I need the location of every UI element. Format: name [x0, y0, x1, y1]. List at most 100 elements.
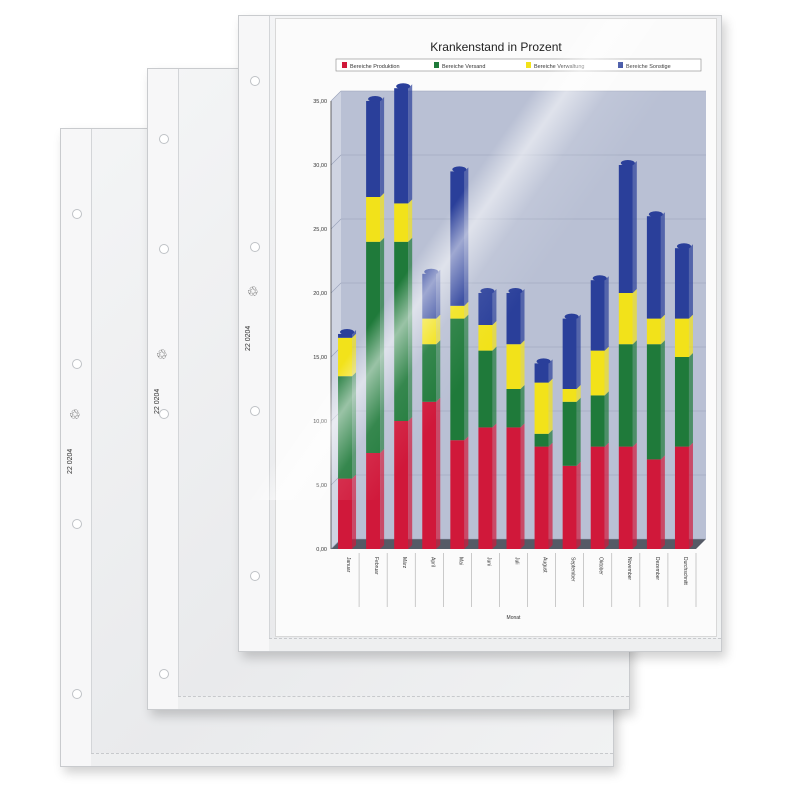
bar-segment [366, 197, 381, 242]
bar-segment [646, 344, 661, 460]
y-tick-label: 35,00 [313, 99, 327, 105]
bar-segment [422, 318, 437, 345]
bar-segment [674, 357, 689, 447]
legend-label: Bereiche Produktion [350, 64, 400, 70]
bar-segment-side [688, 353, 693, 447]
bar-segment-side [576, 461, 581, 549]
bar-top [676, 243, 691, 250]
bar-segment-side [436, 314, 441, 345]
bar-segment [338, 478, 353, 549]
sleeve-marking: 22 0204 [154, 388, 161, 414]
bar-segment [394, 241, 409, 421]
bar-top [452, 166, 467, 173]
sleeve-marking: 22 0204 [245, 325, 252, 351]
bar-segment-side [464, 314, 469, 441]
bar-segment [534, 363, 549, 383]
y-tick-label: 20,00 [313, 291, 327, 297]
bar-segment-side [688, 244, 693, 319]
bar-segment [534, 433, 549, 447]
legend-label: Bereiche Sonstige [626, 64, 671, 70]
x-tick-label: August [542, 557, 548, 573]
x-axis-label: Monat [507, 615, 522, 621]
bar-segment-side [632, 340, 637, 447]
bar-segment-side [604, 442, 609, 549]
bar-segment-side [380, 193, 385, 242]
bar-segment-side [604, 391, 609, 447]
bar-segment-side [604, 346, 609, 396]
bar-top [592, 275, 607, 282]
bar-segment-side [380, 449, 385, 549]
bar-segment [422, 344, 437, 402]
bar-segment [618, 344, 633, 447]
bar-segment-side [660, 340, 665, 460]
bar-segment [450, 305, 465, 319]
bar-segment [422, 401, 437, 549]
bar-segment-side [492, 321, 497, 351]
bar-top [620, 160, 635, 166]
bar-segment [534, 382, 549, 434]
bar-segment-side [380, 97, 385, 197]
bar-segment [450, 318, 465, 441]
welded-edge [178, 696, 629, 709]
bar-segment [618, 165, 633, 293]
bar-segment [422, 273, 437, 319]
bar-segment-side [352, 333, 357, 377]
punch-hole [159, 669, 169, 679]
bar-segment-side [660, 455, 665, 549]
sleeve-marking: 22 0204 [67, 448, 74, 474]
x-tick-label: Juli [514, 557, 520, 565]
punch-hole [250, 76, 260, 86]
bar-segment-side [408, 84, 413, 204]
bar-top [508, 288, 523, 294]
bar-segment [646, 216, 661, 319]
bar-segment [394, 203, 409, 242]
bar-segment [450, 171, 465, 306]
recycle-icon: ♲ [156, 347, 168, 362]
punch-hole [159, 409, 169, 419]
bar-segment [674, 248, 689, 319]
bar-segment [506, 389, 521, 428]
punched-strip: ♲ 22 0204 [148, 69, 179, 709]
punch-hole [159, 134, 169, 144]
punch-hole [72, 359, 82, 369]
x-tick-label: November [626, 557, 632, 580]
bar-segment-side [520, 385, 525, 428]
x-tick-label: Juni [485, 557, 491, 566]
bar-segment-side [576, 397, 581, 466]
bar-segment [338, 337, 353, 377]
x-tick-label: April [429, 557, 435, 567]
bar-segment [618, 446, 633, 549]
bar-segment-side [688, 442, 693, 549]
bar-segment [366, 101, 381, 197]
bar-segment-side [632, 442, 637, 549]
bar-segment-side [660, 314, 665, 345]
bar-segment-side [520, 289, 525, 345]
bar-segment-side [464, 436, 469, 549]
x-tick-label: Januar [345, 557, 351, 573]
stacked-bar-chart: Krankenstand in Prozent Bereiche Produkti… [313, 40, 706, 621]
bar-segment-side [352, 474, 357, 549]
bar-segment [562, 389, 577, 402]
bar-top [536, 358, 551, 365]
bar-segment [506, 344, 521, 389]
bar-top [368, 96, 383, 102]
punch-hole [72, 209, 82, 219]
recycle-icon: ♲ [69, 407, 81, 422]
bar-segment-side [408, 199, 413, 242]
legend-swatch [434, 62, 439, 68]
punched-strip: ♲ 22 0204 [239, 16, 270, 651]
legend-swatch [526, 62, 531, 68]
bar-segment-side [464, 167, 469, 306]
bar-segment [506, 427, 521, 549]
bar-segment [478, 293, 493, 325]
bar-segment-side [380, 237, 385, 453]
bar-segment-side [436, 269, 441, 319]
bar-top [648, 211, 663, 218]
y-tick-label: 5,00 [316, 483, 327, 489]
bar-segment [590, 350, 605, 396]
bar-segment [618, 293, 633, 345]
punched-strip: ♲ 22 0204 [61, 129, 92, 766]
y-tick-label: 15,00 [313, 355, 327, 361]
bar-segment [674, 318, 689, 357]
welded-edge [91, 753, 613, 766]
